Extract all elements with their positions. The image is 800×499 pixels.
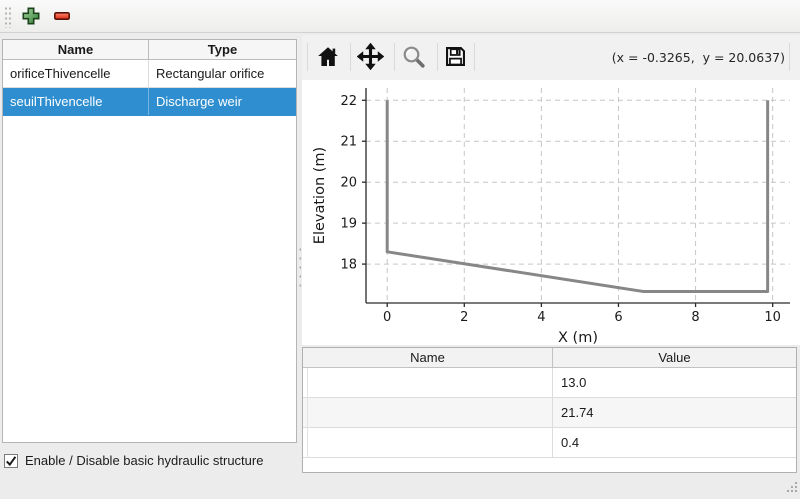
save-icon — [444, 45, 467, 71]
add-structure-button[interactable] — [19, 7, 43, 27]
zoom-icon — [401, 44, 426, 72]
parameter-name-cell[interactable] — [303, 398, 553, 427]
minus-icon — [53, 7, 71, 28]
table-row-selected[interactable]: seuilThivencelle Discharge weir — [3, 88, 296, 116]
pan-button[interactable] — [356, 42, 384, 73]
parameter-row[interactable]: 13.0 — [303, 368, 796, 398]
cross-section-chart: 0 2 4 6 8 10 18 19 20 21 22 Elevation (m) X (m) — [312, 88, 790, 345]
enable-structure-row: Enable / Disable basic hydraulic structu… — [4, 453, 263, 468]
parameter-row[interactable]: 0.4 — [303, 428, 796, 458]
table-inner-gridline — [307, 368, 308, 458]
svg-text:0: 0 — [383, 310, 391, 325]
column-header-name[interactable]: Name — [3, 40, 149, 59]
parameter-value-cell[interactable]: 21.74 — [561, 405, 594, 420]
zoom-button[interactable] — [399, 44, 427, 72]
remove-structure-button[interactable] — [50, 7, 74, 27]
toolbar-separator — [350, 43, 351, 71]
save-button[interactable] — [441, 44, 469, 72]
parameters-table: Name Value 13.0 21.74 0.4 — [302, 347, 797, 473]
toolbar-drag-handle[interactable] — [4, 6, 11, 28]
structures-table-header: Name Type — [3, 40, 296, 60]
svg-text:20: 20 — [340, 176, 357, 191]
parameter-value-cell[interactable]: 0.4 — [561, 435, 580, 450]
toolbar-separator — [437, 43, 438, 71]
parameter-value-cell[interactable]: 13.0 — [561, 375, 587, 390]
svg-text:21: 21 — [340, 135, 357, 150]
svg-text:Elevation (m): Elevation (m) — [312, 147, 328, 244]
toolbar-separator — [474, 43, 475, 71]
svg-text:18: 18 — [340, 258, 357, 273]
enable-checkbox-label: Enable / Disable basic hydraulic structu… — [25, 453, 264, 468]
pane-splitter[interactable] — [298, 39, 302, 473]
structures-panel: Name Type orificeThivencelle Rectangular… — [2, 39, 297, 443]
toolbar-separator — [307, 43, 308, 71]
structure-name-cell[interactable]: orificeThivencelle — [3, 60, 149, 87]
toolbar-separator — [394, 43, 395, 71]
svg-text:10: 10 — [764, 310, 781, 325]
checkmark-icon — [6, 455, 17, 466]
table-row[interactable]: orificeThivencelle Rectangular orifice — [3, 60, 296, 88]
structure-type-cell[interactable]: Rectangular orifice — [156, 66, 265, 81]
parameter-name-cell[interactable] — [303, 428, 553, 457]
parameters-table-header: Name Value — [303, 348, 796, 368]
svg-text:2: 2 — [460, 310, 468, 325]
pan-icon — [356, 42, 384, 73]
svg-text:8: 8 — [691, 310, 699, 325]
structure-name-cell[interactable]: seuilThivencelle — [3, 88, 149, 115]
parameter-row[interactable]: 21.74 — [303, 398, 796, 428]
svg-text:6: 6 — [614, 310, 622, 325]
column-header-value[interactable]: Value — [658, 350, 691, 365]
main-toolbar — [0, 0, 800, 33]
toolbar-separator — [789, 43, 790, 71]
chart-figure[interactable]: 0 2 4 6 8 10 18 19 20 21 22 Elevation (m) X (m) — [302, 80, 800, 345]
column-header-name[interactable]: Name — [303, 348, 553, 367]
cursor-coordinates-readout: (x = -0.3265, y = 20.0637) — [611, 50, 785, 65]
enable-checkbox[interactable] — [4, 453, 18, 468]
home-button[interactable] — [314, 44, 342, 72]
svg-text:19: 19 — [340, 217, 357, 232]
plus-icon — [22, 7, 40, 28]
plot-toolbar: (x = -0.3265, y = 20.0637) — [302, 35, 800, 80]
column-header-type[interactable]: Type — [207, 42, 238, 57]
svg-text:4: 4 — [537, 310, 545, 325]
svg-text:22: 22 — [340, 94, 357, 109]
parameter-name-cell[interactable] — [303, 368, 553, 397]
home-icon — [316, 45, 340, 72]
window-resize-grip[interactable] — [784, 479, 799, 494]
structure-type-cell[interactable]: Discharge weir — [156, 94, 242, 109]
svg-text:X (m): X (m) — [558, 330, 598, 345]
